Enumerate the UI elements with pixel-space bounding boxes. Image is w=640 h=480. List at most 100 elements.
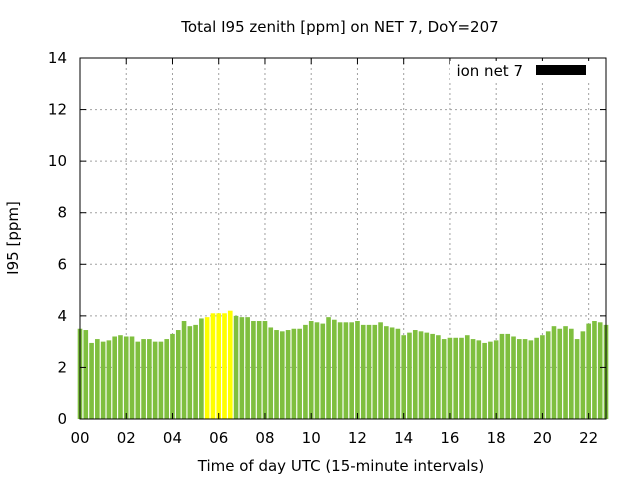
bar bbox=[586, 323, 591, 419]
x-tick-label: 14 bbox=[394, 429, 413, 447]
x-tick-label: 08 bbox=[255, 429, 274, 447]
bar bbox=[528, 340, 534, 419]
bar bbox=[574, 339, 580, 419]
bar bbox=[470, 339, 476, 419]
legend-swatch bbox=[536, 65, 586, 75]
bar bbox=[476, 340, 482, 419]
bar bbox=[441, 339, 447, 419]
bar bbox=[557, 328, 563, 419]
legend-label: ion net 7 bbox=[456, 62, 523, 80]
bar bbox=[534, 337, 539, 419]
bar bbox=[516, 339, 522, 419]
bar bbox=[147, 339, 152, 419]
bar bbox=[464, 335, 470, 419]
bar bbox=[355, 321, 360, 419]
bar bbox=[349, 322, 354, 419]
bar bbox=[170, 333, 175, 419]
x-tick-label: 22 bbox=[579, 429, 598, 447]
bar bbox=[83, 330, 89, 419]
bar bbox=[268, 327, 274, 419]
bar bbox=[245, 317, 250, 419]
bar bbox=[372, 324, 378, 419]
bars bbox=[77, 310, 609, 419]
bar bbox=[482, 342, 487, 419]
x-tick-label: 16 bbox=[440, 429, 459, 447]
bar bbox=[447, 337, 453, 419]
bar bbox=[511, 336, 516, 419]
bar bbox=[256, 321, 262, 419]
bar bbox=[303, 324, 308, 419]
bar bbox=[343, 322, 349, 419]
bar bbox=[274, 330, 279, 419]
bar bbox=[412, 330, 418, 419]
bar bbox=[285, 330, 291, 419]
bar bbox=[418, 331, 424, 419]
bar bbox=[199, 318, 204, 419]
bar bbox=[129, 336, 135, 419]
bar bbox=[175, 330, 181, 419]
bar bbox=[551, 326, 557, 419]
bar bbox=[378, 322, 383, 419]
legend: ion net 7 bbox=[450, 61, 596, 81]
y-tick-label: 14 bbox=[48, 49, 67, 67]
bar bbox=[522, 339, 528, 419]
y-tick-label: 10 bbox=[48, 152, 67, 170]
bar bbox=[592, 321, 597, 419]
bar bbox=[320, 323, 326, 419]
bar bbox=[297, 328, 302, 419]
bar bbox=[233, 315, 239, 419]
x-tick-label: 18 bbox=[487, 429, 506, 447]
bar bbox=[569, 328, 574, 419]
bar bbox=[540, 335, 545, 419]
x-axis-label: Time of day UTC (15-minute intervals) bbox=[197, 457, 484, 475]
bar bbox=[366, 324, 372, 419]
bar bbox=[262, 321, 268, 419]
y-tick-label: 2 bbox=[57, 358, 67, 376]
bar bbox=[436, 335, 441, 419]
bar bbox=[291, 328, 297, 419]
bar bbox=[135, 341, 141, 419]
y-tick-label: 0 bbox=[57, 410, 67, 428]
plot-frame bbox=[79, 57, 607, 420]
bar bbox=[424, 332, 430, 419]
bar bbox=[112, 336, 117, 419]
y-tick-label: 6 bbox=[57, 255, 67, 273]
x-tick-labels: 00 02 04 06 08 10 12 14 16 18 20 22 bbox=[70, 429, 598, 447]
bar bbox=[493, 340, 499, 419]
bar bbox=[193, 324, 198, 419]
bar bbox=[499, 333, 505, 419]
bar bbox=[430, 333, 435, 419]
bar bbox=[239, 317, 245, 419]
y-tick-label: 12 bbox=[48, 101, 67, 119]
bar bbox=[216, 313, 222, 419]
bar bbox=[123, 336, 129, 419]
bar bbox=[563, 326, 568, 419]
bar bbox=[597, 322, 603, 419]
bar bbox=[95, 339, 100, 419]
bar bbox=[152, 341, 158, 419]
bar bbox=[545, 331, 551, 419]
x-tick-label: 04 bbox=[163, 429, 182, 447]
bar bbox=[314, 322, 320, 419]
x-tick-label: 06 bbox=[209, 429, 228, 447]
bar bbox=[459, 337, 464, 419]
bar bbox=[222, 313, 227, 419]
x-tick-label: 20 bbox=[533, 429, 552, 447]
bar bbox=[181, 321, 187, 419]
bar bbox=[141, 339, 146, 419]
bar bbox=[389, 327, 395, 419]
bar bbox=[164, 339, 170, 419]
bar bbox=[453, 337, 459, 419]
y-tick-label: 4 bbox=[57, 307, 67, 325]
bar bbox=[100, 341, 106, 419]
x-tick-label: 02 bbox=[117, 429, 136, 447]
x-tick-label: 12 bbox=[348, 429, 367, 447]
bar bbox=[251, 321, 256, 419]
bar bbox=[89, 342, 94, 419]
bar bbox=[384, 326, 389, 419]
bar bbox=[488, 341, 493, 419]
bar bbox=[332, 319, 337, 419]
bar bbox=[118, 335, 123, 419]
bar bbox=[360, 324, 366, 419]
